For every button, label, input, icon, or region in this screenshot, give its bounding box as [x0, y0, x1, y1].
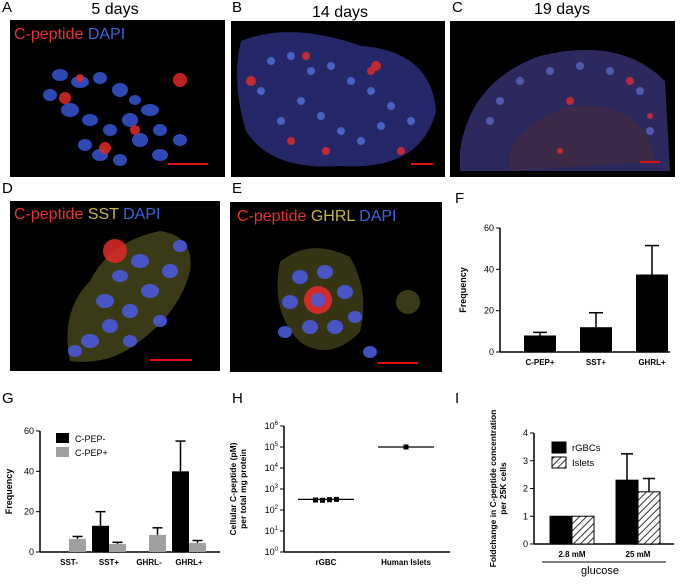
x-axis-title: glucose: [581, 565, 619, 577]
x-tick-label: 2.8 mM: [558, 550, 585, 559]
y-tick-label: 40: [484, 264, 494, 274]
bar: [92, 525, 109, 552]
y-tick-label: 3: [523, 456, 528, 466]
y-tick-label: 40: [24, 466, 34, 476]
panel-title-19-days: 19 days: [533, 1, 591, 18]
chart-g: 0 20 40 60 Frequency SST- SST+ GHRL- GHRL+ C-PEP-…: [4, 426, 220, 567]
x-tick-label: GHRL+: [175, 558, 203, 567]
micrograph-b: [231, 21, 445, 177]
x-tick-label: rGBC: [316, 558, 337, 567]
x-tick-label: GHRL-: [136, 558, 162, 567]
y-tick-label: 104: [265, 463, 279, 473]
stain-label-group-d: C-peptide SST DAPI: [14, 206, 160, 224]
stain-dapi: DAPI: [87, 26, 126, 43]
legend-swatch: [56, 447, 69, 457]
y-tick-label: 20: [484, 306, 494, 316]
y-tick-label: 102: [265, 505, 279, 515]
bar: [615, 479, 639, 545]
chart-i: 0 1 2 3 4 Foldchange in C-peptide concentrati…: [488, 410, 674, 577]
x-tick-label: SST+: [586, 358, 607, 367]
y-tick-label: 1: [523, 511, 528, 521]
micrograph-b-cells: [237, 32, 436, 167]
panel-label-b: B: [232, 0, 243, 16]
data-point: [327, 497, 332, 503]
panel-label-a: A: [2, 0, 13, 16]
legend-label: rGBCs: [572, 443, 601, 454]
y-tick-label: 4: [523, 428, 528, 438]
micrograph-d-cells: [67, 231, 192, 362]
stain-dapi: DAPI: [359, 208, 397, 225]
panel-label-c: C: [452, 0, 463, 16]
stain-sst: SST: [87, 206, 119, 223]
x-tick-label: GHRL+: [638, 358, 666, 367]
x-tick-label: SST+: [99, 558, 120, 567]
bar: [189, 542, 206, 552]
micrograph-d: [10, 201, 220, 371]
y-tick-label: 60: [484, 223, 494, 233]
y-tick-label: 0: [489, 347, 494, 357]
y-tick-label: 103: [265, 484, 279, 494]
bar: [524, 335, 556, 352]
x-tick-label: SST-: [60, 558, 78, 567]
bar: [637, 491, 661, 545]
x-tick-label: 25 mM: [626, 550, 651, 559]
micrograph-e: [230, 202, 442, 372]
y-tick-label: 100: [265, 547, 279, 557]
stain-dapi: DAPI: [123, 206, 161, 223]
micrograph-c-cells: [460, 49, 670, 171]
stain-label-cpeptide-a: C-peptide DAPI: [14, 26, 125, 44]
micrograph-a: [10, 20, 225, 177]
panel-label-g: G: [2, 390, 14, 407]
legend-swatch: [56, 433, 69, 443]
bar: [549, 515, 573, 545]
stain-ghrl: GHRL: [310, 208, 355, 225]
panel-label-e: E: [232, 180, 243, 197]
data-point: [403, 444, 409, 450]
legend-swatch: [551, 441, 567, 454]
micrograph-a-cells: [43, 69, 208, 166]
panel-title-5-days: 5 days: [91, 1, 139, 18]
y-tick-label: 60: [24, 426, 34, 436]
chart-h: 100 101 102 103 104 105 106 Cellular C-peptide …: [228, 421, 450, 567]
legend-label: C-PEP-: [75, 434, 106, 444]
bar: [636, 274, 668, 352]
y-tick-label: 101: [265, 526, 279, 536]
y-axis-title: Frequency: [458, 267, 468, 313]
y-tick-label: 0: [29, 547, 34, 557]
bar: [149, 534, 166, 552]
x-tick-label: Human Islets: [381, 558, 431, 567]
y-tick-label: 106: [265, 421, 279, 431]
data-point: [313, 497, 318, 503]
y-axis-title: Cellular C-peptide (pM)per total mg prot…: [228, 442, 248, 535]
x-tick-label: C-PEP+: [525, 358, 554, 367]
panel-label-d: D: [2, 180, 13, 197]
bar: [571, 515, 595, 545]
y-axis-title: Frequency: [4, 469, 14, 515]
micrograph-c: [450, 21, 675, 177]
legend-label: C-PEP+: [75, 448, 108, 458]
legend-swatch: [551, 456, 567, 469]
y-axis-title: Foldchange in C-peptide concentrationper…: [488, 410, 508, 567]
micrograph-e-cells: [277, 248, 420, 364]
data-point: [334, 496, 339, 502]
y-tick-label: 2: [523, 484, 528, 494]
panel-label-i: I: [455, 390, 460, 407]
stain-label-group-e: C-peptide GHRL DAPI: [237, 208, 396, 226]
panel-title-14-days: 14 days: [311, 4, 369, 21]
y-tick-label: 105: [265, 442, 279, 452]
y-tick-label: 0: [523, 539, 528, 549]
bar: [109, 543, 126, 552]
panel-label-f: F: [455, 190, 465, 207]
stain-cpeptide: C-peptide: [14, 206, 84, 223]
y-tick-label: 20: [24, 507, 34, 517]
bar: [69, 538, 86, 552]
data-point: [320, 497, 325, 503]
panel-label-h: H: [232, 390, 243, 407]
stain-cpeptide: C-peptide: [14, 26, 84, 43]
chart-f: 0 20 40 60 Frequency C-PEP+ SST+ GHRL+: [458, 223, 670, 367]
legend-label: Islets: [572, 458, 594, 469]
bar: [172, 471, 189, 552]
stain-cpeptide: C-peptide: [237, 208, 307, 225]
bar: [580, 327, 612, 352]
